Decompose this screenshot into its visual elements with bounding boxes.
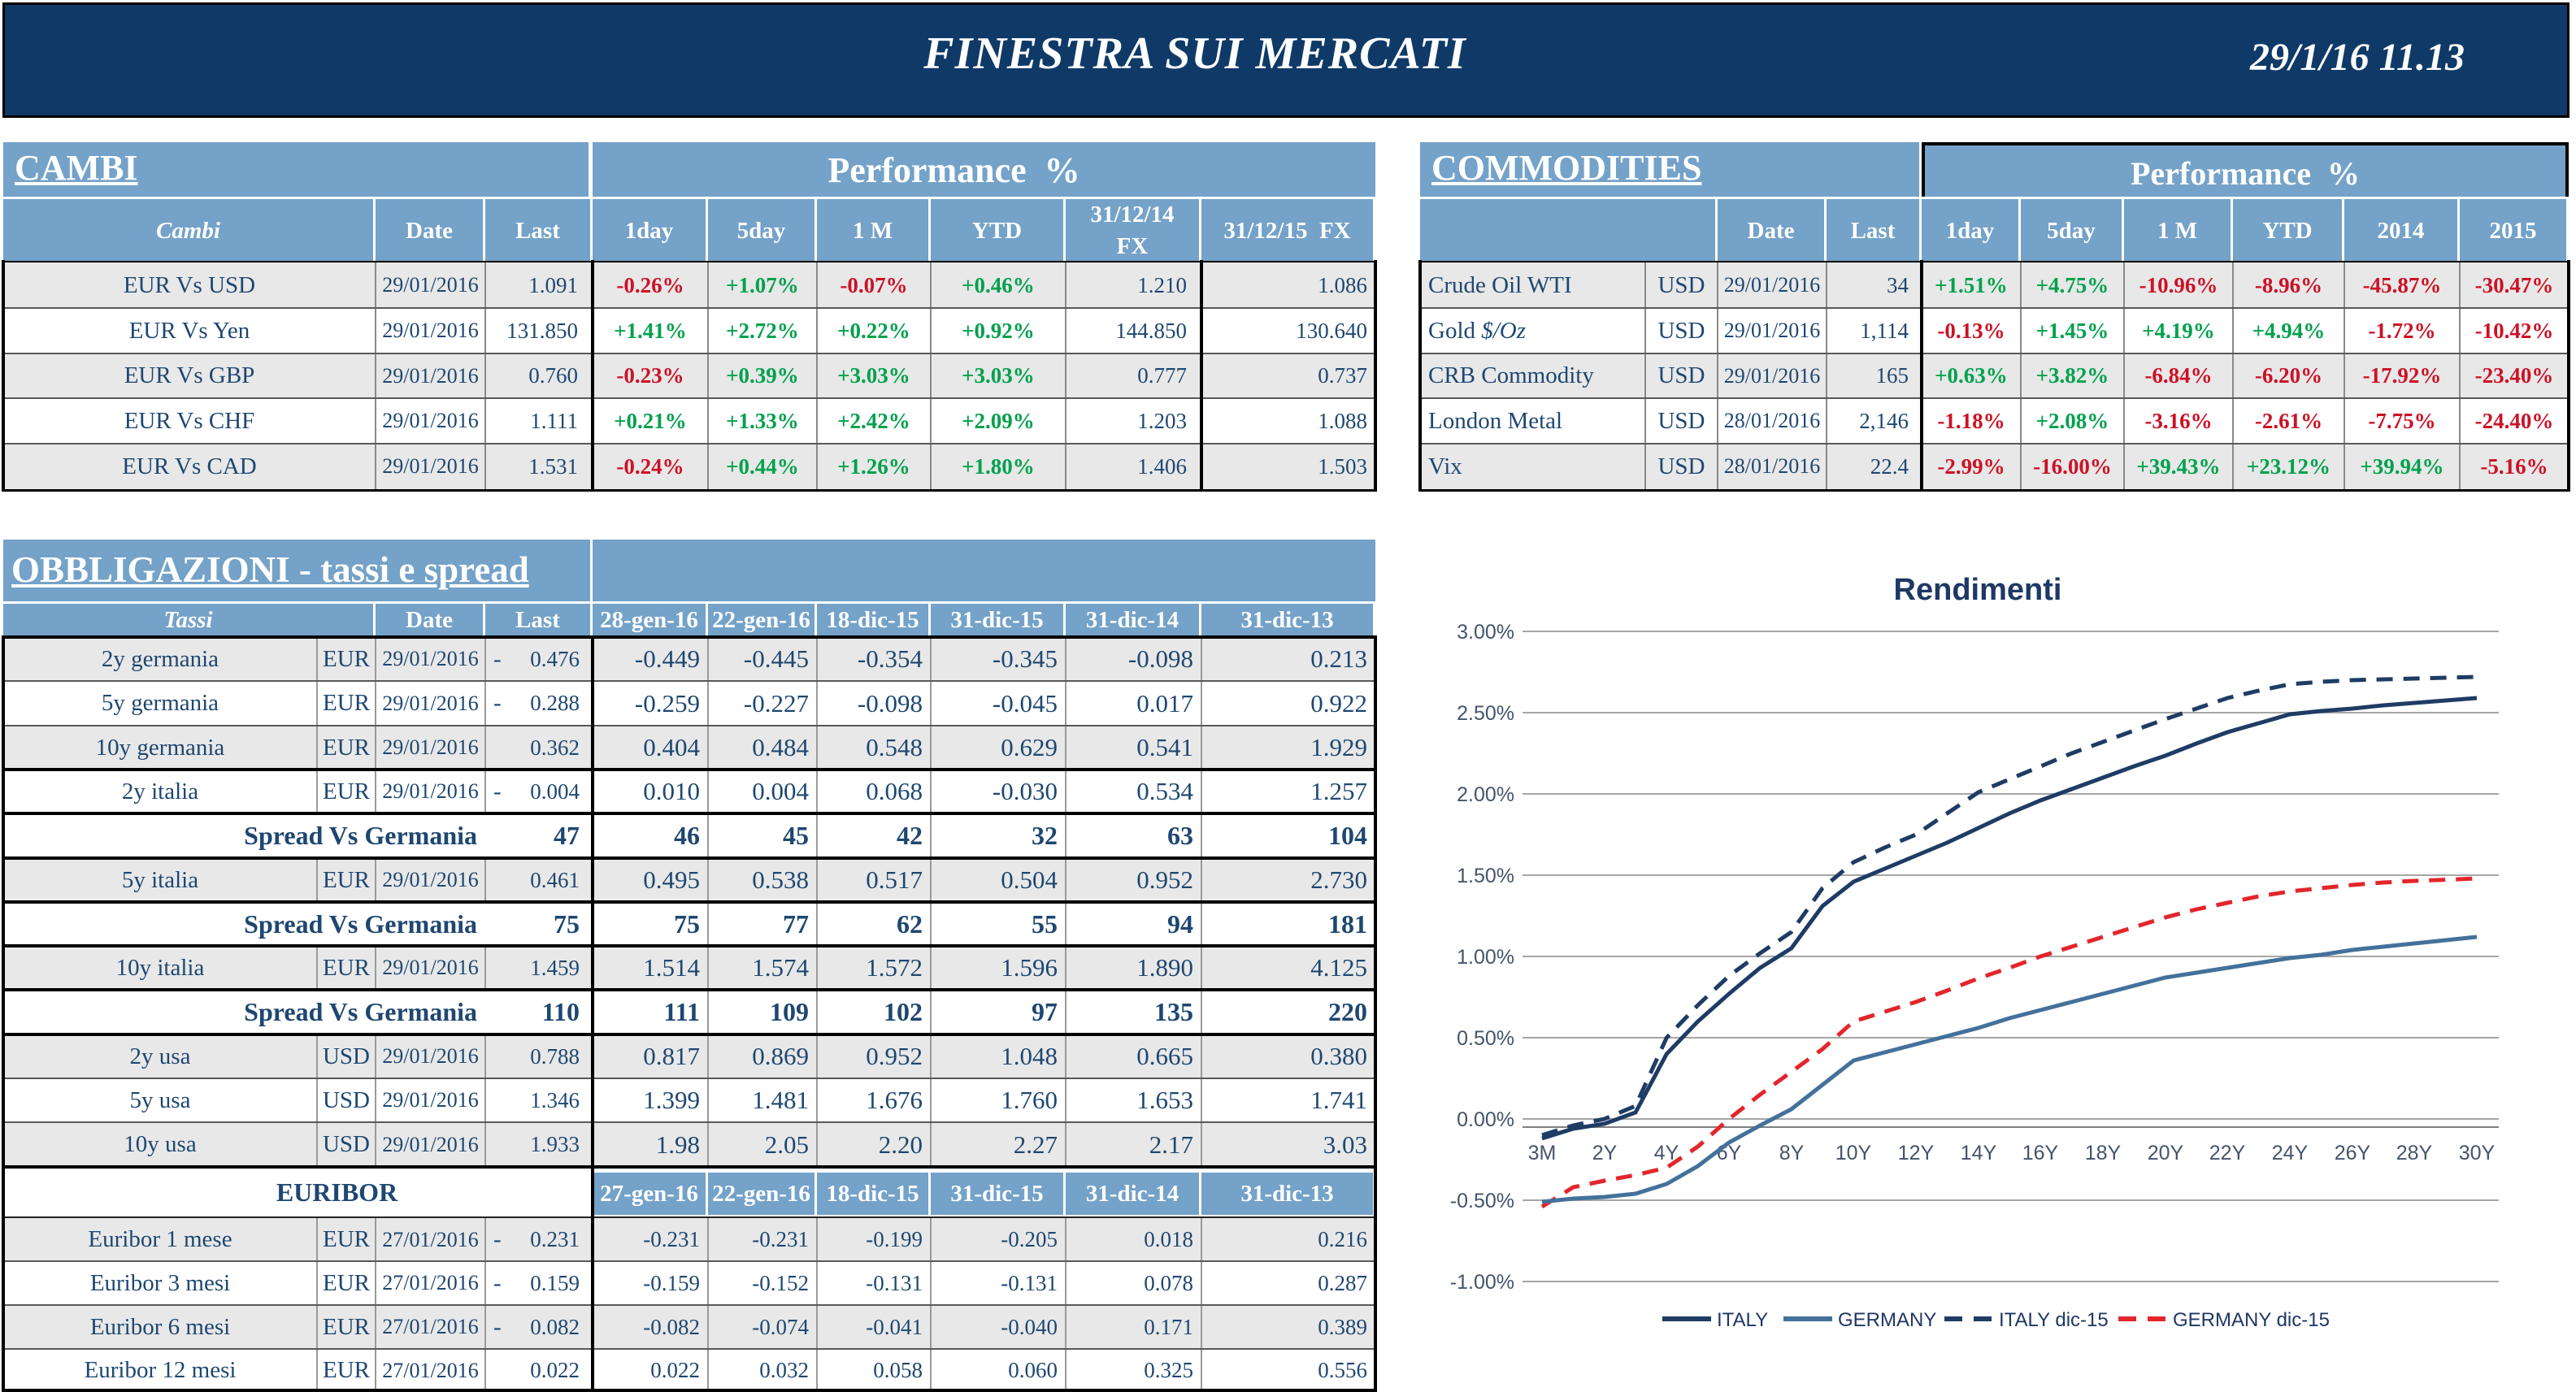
svg-text:-1.00%: -1.00% [1450, 1271, 1514, 1294]
svg-text:10Y: 10Y [1835, 1142, 1872, 1164]
svg-text:18Y: 18Y [2085, 1142, 2122, 1164]
svg-text:8Y: 8Y [1779, 1142, 1805, 1164]
svg-text:1.00%: 1.00% [1457, 946, 1514, 969]
svg-text:20Y: 20Y [2148, 1142, 2184, 1164]
svg-text:28Y: 28Y [2396, 1142, 2433, 1164]
svg-text:14Y: 14Y [1961, 1142, 1997, 1164]
svg-text:26Y: 26Y [2335, 1142, 2371, 1164]
svg-text:16Y: 16Y [2022, 1142, 2059, 1164]
svg-text:2.00%: 2.00% [1457, 783, 1514, 806]
svg-text:24Y: 24Y [2272, 1142, 2309, 1164]
svg-text:6Y: 6Y [1717, 1142, 1742, 1164]
svg-text:12Y: 12Y [1898, 1142, 1935, 1164]
svg-text:GERMANY dic-15: GERMANY dic-15 [2173, 1309, 2330, 1331]
svg-text:2.50%: 2.50% [1457, 702, 1514, 725]
svg-text:3M: 3M [1528, 1142, 1557, 1164]
svg-text:-0.50%: -0.50% [1450, 1190, 1514, 1212]
svg-text:ITALY dic-15: ITALY dic-15 [1999, 1309, 2109, 1331]
svg-text:22Y: 22Y [2209, 1142, 2246, 1164]
svg-text:30Y: 30Y [2459, 1142, 2496, 1164]
svg-text:2Y: 2Y [1592, 1142, 1618, 1164]
svg-text:1.50%: 1.50% [1457, 865, 1514, 887]
svg-text:Rendimenti: Rendimenti [1894, 573, 2062, 607]
svg-text:0.00%: 0.00% [1457, 1108, 1514, 1131]
svg-text:3.00%: 3.00% [1457, 621, 1514, 644]
svg-text:GERMANY: GERMANY [1838, 1309, 1936, 1331]
svg-text:0.50%: 0.50% [1457, 1027, 1514, 1050]
svg-text:ITALY: ITALY [1717, 1309, 1768, 1331]
